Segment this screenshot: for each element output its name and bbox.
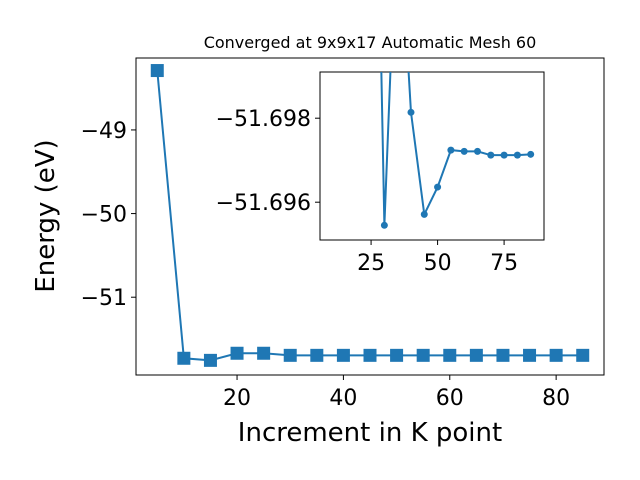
y-tick-label: −51 [81,286,127,311]
data-point [500,151,508,159]
data-point [576,348,590,362]
x-tick-label: 50 [424,251,452,276]
data-point [416,348,430,362]
data-point [460,147,468,155]
data-point [363,348,377,362]
y-tick-label: −49 [81,119,127,144]
x-tick-label: 20 [223,386,251,411]
data-point [407,108,415,116]
data-point [177,351,191,365]
data-point [150,64,164,78]
data-point [203,353,217,367]
data-point [473,147,481,155]
y-axis-label: Energy (eV) [31,139,61,292]
data-point [447,146,455,154]
x-tick-label: 40 [329,386,357,411]
x-tick-label: 25 [357,251,385,276]
data-point [469,348,483,362]
data-point [513,151,521,159]
plot-area [150,64,590,367]
x-tick-label: 75 [490,251,518,276]
x-axis-label: Increment in K point [238,418,502,448]
chart-title: Converged at 9x9x17 Automatic Mesh 60 [204,33,537,52]
data-point [527,150,535,158]
data-point [496,348,510,362]
data-point [549,348,563,362]
plot-area [380,72,535,229]
y-tick-label: −50 [81,203,127,228]
y-tick-label: −51.698 [216,107,311,132]
data-point [487,151,495,159]
x-tick-label: 60 [436,386,464,411]
data-point [257,346,271,360]
data-point [230,346,244,360]
y-tick-label: −51.696 [216,191,311,216]
data-point [380,221,388,229]
x-tick-label: 80 [542,386,570,411]
data-point [523,348,537,362]
data-point [310,348,324,362]
data-point [434,183,442,191]
data-point [420,210,428,218]
data-point [443,348,457,362]
data-point [283,348,297,362]
data-point [390,348,404,362]
data-point [336,348,350,362]
